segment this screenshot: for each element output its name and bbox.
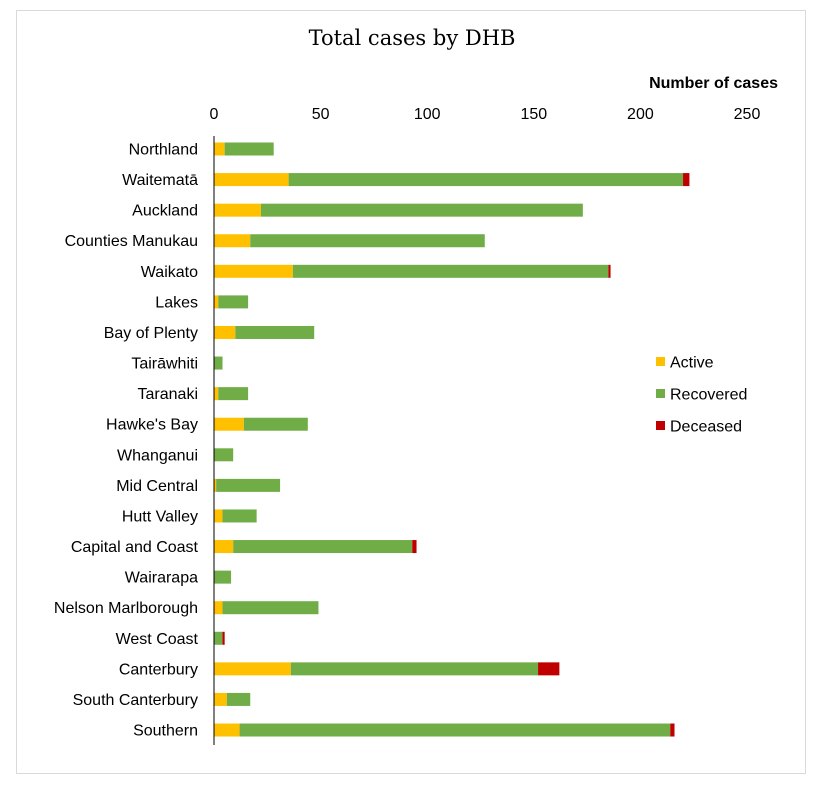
legend-swatch-active <box>656 357 665 366</box>
legend-swatch-recovered <box>656 389 665 398</box>
bar-segment-active <box>214 142 225 156</box>
bar-segment-deceased <box>670 723 675 737</box>
x-tick-label: 50 <box>312 106 330 123</box>
bar-segment-deceased <box>683 173 690 187</box>
category-label: Lakes <box>155 294 198 311</box>
bar-segment-active <box>214 234 251 248</box>
category-label: Waikato <box>141 264 198 281</box>
category-label: Taranaki <box>138 386 198 403</box>
category-label: Canterbury <box>119 661 198 678</box>
bar-segment-recovered <box>214 570 232 584</box>
category-label: South Canterbury <box>73 692 198 709</box>
bar-segment-recovered <box>235 325 315 339</box>
x-axis-ticks: 0 50 100 150 200 250 <box>210 106 761 123</box>
bar-segment-recovered <box>226 692 251 706</box>
bar-segment-active <box>214 387 219 401</box>
category-label: West Coast <box>116 631 199 648</box>
bar-segment-recovered <box>233 540 413 554</box>
bar-segment-recovered <box>214 631 223 645</box>
bar-segment-recovered <box>260 203 583 217</box>
category-label: Southern <box>133 723 198 740</box>
bar-segment-recovered <box>214 448 234 462</box>
bar-segment-deceased <box>538 662 560 676</box>
bar-segment-active <box>214 203 261 217</box>
bar-segment-active <box>214 662 291 676</box>
bar-segment-deceased <box>222 631 225 645</box>
chart-frame <box>16 10 806 774</box>
bar-segment-deceased <box>412 540 417 554</box>
x-tick-label: 150 <box>520 106 547 123</box>
legend-label-recovered: Recovered <box>670 387 747 404</box>
bar-segment-active <box>214 264 293 278</box>
category-labels: Northland Waitematā Auckland Counties Manuk… <box>54 142 199 740</box>
bar-segment-recovered <box>224 142 274 156</box>
legend-label-deceased: Deceased <box>670 419 742 436</box>
category-label: Mid Central <box>116 478 198 495</box>
bar-segment-active <box>214 692 227 706</box>
category-label: Counties Manukau <box>65 233 198 250</box>
bar-segment-active <box>214 723 240 737</box>
x-tick-label: 0 <box>210 106 219 123</box>
x-tick-label: 200 <box>627 106 654 123</box>
bars <box>214 142 690 737</box>
category-label: Hawke's Bay <box>106 417 198 434</box>
bar-segment-recovered <box>243 417 308 431</box>
x-axis-title: Number of cases <box>649 75 778 92</box>
category-label: Capital and Coast <box>71 539 199 556</box>
category-label: Hutt Valley <box>122 508 198 525</box>
category-label: Waitematā <box>122 172 198 189</box>
category-label: Tairāwhiti <box>131 356 198 373</box>
bar-segment-active <box>214 417 244 431</box>
category-label: Whanganui <box>117 447 198 464</box>
bar-segment-active <box>214 478 217 492</box>
legend-swatch-deceased <box>656 421 665 430</box>
bar-segment-recovered <box>292 264 609 278</box>
bar-segment-deceased <box>608 264 611 278</box>
category-label: Wairarapa <box>125 570 198 587</box>
legend: Active Recovered Deceased <box>656 355 747 436</box>
bar-segment-recovered <box>239 723 671 737</box>
bar-segment-active <box>214 295 219 309</box>
category-label: Northland <box>129 142 198 159</box>
legend-label-active: Active <box>670 355 714 372</box>
bar-segment-recovered <box>250 234 485 248</box>
bar-segment-recovered <box>222 509 257 523</box>
bar-segment-active <box>214 173 289 187</box>
bar-segment-recovered <box>290 662 539 676</box>
bar-segment-active <box>214 509 223 523</box>
chart-title: Total cases by DHB <box>308 26 516 50</box>
bar-segment-active <box>214 601 223 615</box>
bar-segment-active <box>214 325 236 339</box>
bar-segment-recovered <box>222 601 319 615</box>
category-label: Nelson Marlborough <box>54 600 198 617</box>
bar-segment-recovered <box>216 478 281 492</box>
bar-segment-recovered <box>288 173 684 187</box>
category-label: Bay of Plenty <box>104 325 198 342</box>
x-tick-label: 100 <box>414 106 441 123</box>
bar-segment-active <box>214 540 234 554</box>
bar-segment-recovered <box>214 356 223 370</box>
category-label: Auckland <box>132 203 198 220</box>
bar-segment-recovered <box>218 295 249 309</box>
x-tick-label: 250 <box>734 106 761 123</box>
bar-segment-recovered <box>218 387 249 401</box>
